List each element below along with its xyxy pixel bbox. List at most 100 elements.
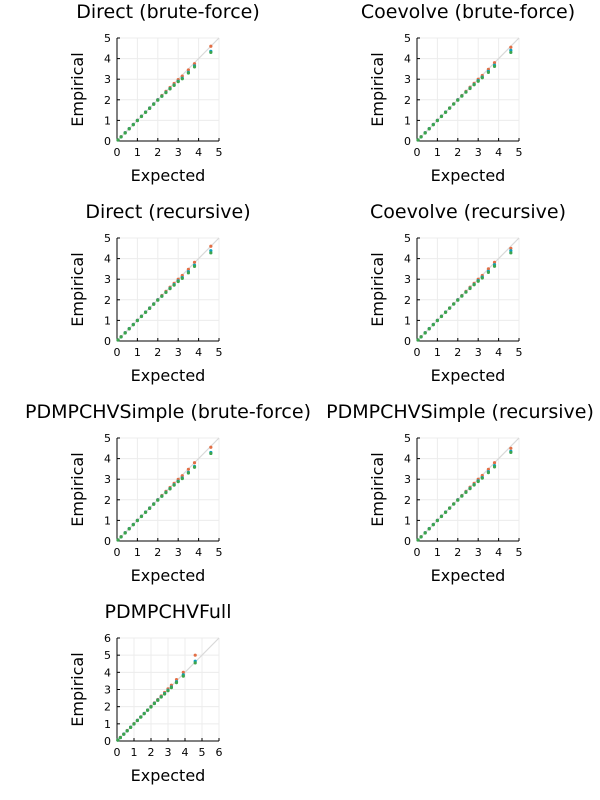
data-point [486, 267, 490, 271]
y-tick-label: 6 [104, 632, 111, 645]
data-point [186, 471, 190, 475]
x-tick-label: 5 [216, 146, 223, 159]
data-point [174, 677, 179, 682]
x-tick-label: 3 [165, 746, 172, 759]
data-point [142, 712, 146, 716]
data-point [443, 310, 448, 314]
data-point [156, 498, 160, 502]
y-axis-label: Empirical [68, 252, 87, 326]
data-point [143, 510, 148, 514]
data-point [168, 87, 172, 91]
x-tick-label: 0 [414, 346, 421, 359]
data-point [131, 123, 135, 127]
data-point [456, 498, 460, 502]
x-tick-label: 5 [516, 346, 523, 359]
data-point [492, 260, 497, 264]
x-tick-label: 1 [434, 146, 441, 159]
data-point [148, 506, 152, 511]
y-tick-label: 2 [404, 94, 411, 107]
data-point [431, 123, 435, 127]
data-point [164, 290, 168, 294]
data-point [180, 476, 184, 481]
panel-title: PDMPCHVSimple (recursive) [326, 401, 594, 423]
x-tick-label: 3 [175, 146, 182, 159]
x-tick-label: 2 [454, 346, 461, 359]
data-point [135, 119, 139, 123]
x-axis-label: Expected [431, 366, 506, 385]
x-tick-label: 4 [182, 746, 189, 759]
data-point [456, 298, 460, 302]
data-point [423, 531, 427, 535]
y-tick-label: 0 [404, 335, 411, 348]
data-point [168, 287, 172, 291]
data-point [164, 90, 168, 95]
data-point [443, 110, 448, 114]
data-point [209, 451, 213, 456]
data-point [468, 286, 472, 291]
x-axis-label: Expected [431, 166, 506, 185]
data-point [148, 306, 152, 311]
y-tick-label: 1 [104, 718, 111, 731]
y-tick-label: 3 [104, 273, 111, 286]
data-point [186, 467, 190, 471]
x-tick-label: 1 [131, 746, 138, 759]
data-point [460, 294, 464, 298]
data-point [166, 689, 170, 693]
x-tick-label: 4 [495, 346, 502, 359]
data-point [139, 114, 144, 119]
data-point [152, 302, 156, 306]
x-axis-label: Expected [131, 566, 206, 585]
data-point [464, 290, 468, 294]
data-point [448, 306, 452, 310]
y-tick-label: 2 [104, 494, 111, 507]
y-axis-label: Empirical [368, 52, 387, 126]
x-tick-label: 0 [414, 146, 421, 159]
data-point [439, 114, 444, 119]
data-point [192, 260, 197, 264]
y-tick-label: 3 [104, 473, 111, 486]
data-point [209, 251, 213, 255]
x-tick-label: 3 [475, 146, 482, 159]
y-tick-label: 1 [404, 314, 411, 327]
panel-title: Coevolve (recursive) [370, 201, 566, 223]
data-point [146, 708, 150, 712]
y-tick-label: 0 [404, 135, 411, 148]
data-point [139, 314, 144, 319]
x-tick-label: 5 [199, 746, 206, 759]
x-axis-label: Expected [431, 566, 506, 585]
data-point [143, 110, 148, 114]
data-point [168, 487, 172, 491]
data-point [468, 487, 472, 491]
y-tick-label: 5 [404, 432, 411, 445]
y-axis-label: Empirical [68, 52, 87, 126]
data-point [431, 323, 435, 327]
data-point [443, 510, 448, 514]
data-point [127, 327, 131, 331]
panel-title: PDMPCHVFull [105, 601, 232, 623]
data-point [492, 64, 497, 69]
data-point [152, 701, 156, 706]
data-point [119, 335, 123, 339]
data-point [209, 445, 213, 449]
data-point [480, 276, 484, 280]
x-tick-label: 2 [454, 146, 461, 159]
data-point [149, 705, 153, 709]
data-point [172, 283, 176, 287]
y-tick-label: 4 [104, 666, 111, 679]
x-tick-label: 3 [175, 346, 182, 359]
data-point [186, 71, 190, 75]
y-tick-label: 0 [104, 135, 111, 148]
y-tick-label: 1 [104, 314, 111, 327]
data-point [476, 79, 480, 83]
data-point [476, 479, 480, 484]
x-tick-label: 1 [134, 346, 141, 359]
y-tick-label: 5 [404, 32, 411, 45]
data-point [169, 686, 173, 690]
data-point [156, 298, 160, 302]
x-tick-label: 4 [195, 146, 202, 159]
y-tick-label: 3 [104, 73, 111, 86]
data-point [192, 461, 197, 465]
